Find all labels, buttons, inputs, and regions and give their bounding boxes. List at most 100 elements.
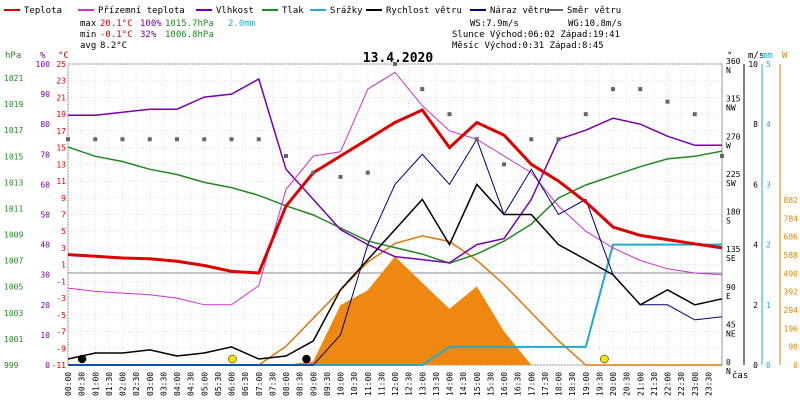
stat-max-label: max — [80, 19, 97, 29]
axis-title-w: W — [782, 51, 788, 61]
wind-direction-point — [66, 137, 70, 142]
c-tick-label: 19 — [56, 110, 66, 119]
x-tick-label: 20:00 — [609, 372, 618, 396]
x-tick-label: 02:30 — [132, 372, 141, 396]
x-tick-label: 13:00 — [418, 372, 427, 396]
stat-min-hum: 32% — [140, 30, 157, 40]
c-tick-label: 23 — [56, 77, 66, 86]
x-tick-label: 12:30 — [405, 372, 414, 396]
wind-direction-point — [583, 112, 588, 117]
wind-direction-point — [202, 137, 207, 142]
wind-direction-point — [311, 170, 316, 175]
w-tick-label: 98 — [788, 343, 798, 352]
series-irradiance-area — [68, 256, 722, 365]
x-tick-label: 09:30 — [323, 372, 332, 396]
wind-direction-point — [665, 99, 670, 104]
x-tick-label: 16:30 — [514, 372, 523, 396]
w-tick-label: 784 — [784, 214, 799, 223]
dir-tick-label: N — [726, 66, 731, 75]
wind-direction-point — [502, 162, 506, 167]
ms-tick-label: 10 — [748, 60, 758, 69]
x-tick-label: 17:30 — [541, 372, 550, 396]
pct-tick-label: 100 — [36, 60, 51, 69]
wind-direction-point — [611, 87, 615, 92]
dir-tick-label: 180 — [726, 208, 741, 217]
wind-direction-point — [175, 137, 179, 142]
dir-tick-label: W — [726, 141, 731, 150]
stat-avg-label: avg — [80, 41, 96, 51]
dir-tick-label: 0 — [726, 358, 731, 367]
w-tick-label: 490 — [784, 269, 799, 278]
wind-direction-point — [692, 112, 697, 117]
x-tick-label: 01:30 — [105, 372, 114, 396]
left-axes: 1021101910171015101310111009100710051003… — [4, 60, 66, 370]
x-tick-label: 23:30 — [704, 372, 713, 396]
stat-min-temp: -0.1°C — [100, 30, 133, 40]
dir-tick-label: SW — [726, 179, 736, 188]
wind-direction-point — [529, 137, 534, 142]
x-tick-label: 17:00 — [527, 372, 536, 396]
pct-tick-label: 10 — [40, 331, 50, 340]
hpa-tick-label: 1005 — [4, 283, 23, 292]
legend: Teplota Přízemní teplota Vlhkost Tlak Sr… — [4, 6, 621, 16]
legend-teplota: Teplota — [24, 6, 62, 16]
x-tick-label: 14:30 — [459, 372, 468, 396]
c-tick-label: 25 — [56, 60, 66, 69]
mm-tick-label: 4 — [766, 120, 771, 129]
x-tick-label: 14:00 — [446, 372, 455, 396]
hpa-tick-label: 1021 — [4, 74, 23, 83]
dir-tick-label: E — [726, 292, 731, 301]
wind-direction-point — [447, 112, 452, 117]
pct-tick-label: 0 — [45, 361, 50, 370]
c-tick-label: -7 — [56, 328, 66, 337]
wind-direction-point — [393, 62, 397, 66]
hpa-tick-label: 1015 — [4, 152, 23, 161]
x-tick-label: 19:00 — [582, 372, 591, 396]
pct-tick-label: 40 — [40, 241, 50, 250]
x-tick-label: 07:30 — [268, 372, 277, 396]
hpa-tick-label: 1007 — [4, 257, 23, 266]
c-tick-label: 11 — [56, 177, 66, 186]
wind-direction-point — [365, 170, 370, 175]
ms-tick-label: 6 — [753, 180, 758, 189]
x-tick-label: 23:00 — [691, 372, 700, 396]
x-tick-label: 04:30 — [187, 372, 196, 396]
x-tick-label: 22:00 — [664, 372, 673, 396]
sunset-marker — [600, 354, 609, 364]
stat-min-label: min — [80, 30, 96, 40]
x-tick-label: 11:30 — [377, 372, 386, 396]
x-tick-label: 10:30 — [350, 372, 359, 396]
axis-title-pct: % — [40, 51, 46, 61]
axis-title-mm: mm — [762, 51, 773, 61]
mm-tick-label: 1 — [766, 301, 771, 310]
x-tick-label: 16:00 — [500, 372, 509, 396]
right-axes: 360N315NW270W225SW180S135SE90E45NE0N1086… — [726, 57, 798, 376]
x-tick-label: 05:30 — [214, 372, 223, 396]
w-tick-label: 392 — [784, 288, 799, 297]
wind-direction-point — [638, 87, 643, 92]
stat-moon: Měsíc Východ:0:31 Západ:8:45 — [452, 41, 604, 51]
x-tick-label: 18:30 — [568, 372, 577, 396]
x-tick-label: 18:00 — [555, 372, 564, 396]
moonset-marker — [302, 354, 311, 364]
hpa-tick-label: 999 — [4, 361, 19, 370]
w-tick-label: 294 — [784, 306, 799, 315]
stat-sun: Slunce Východ:06:02 Západ:19:41 — [452, 30, 620, 40]
dir-tick-label: 225 — [726, 170, 741, 179]
wind-direction-point — [556, 137, 561, 142]
hpa-tick-label: 1019 — [4, 100, 23, 109]
x-tick-label: 02:00 — [119, 372, 128, 396]
wind-direction-point — [120, 137, 125, 142]
mm-tick-label: 5 — [766, 60, 771, 69]
x-tick-label: 03:30 — [159, 372, 168, 396]
dir-tick-label: 45 — [726, 320, 736, 329]
series — [67, 71, 723, 366]
markers — [66, 62, 724, 364]
axis-title-c: °C — [58, 51, 69, 61]
stat-ws: WS:7.9m/s — [470, 19, 519, 29]
series-vlhkost — [68, 77, 722, 264]
stats-block: max 20.1°C 100% 1015.7hPa 2.0mm min -0.1… — [80, 19, 622, 51]
legend-vlhkost: Vlhkost — [216, 6, 254, 16]
c-tick-label: -9 — [56, 344, 66, 353]
wind-direction-point — [229, 137, 234, 142]
